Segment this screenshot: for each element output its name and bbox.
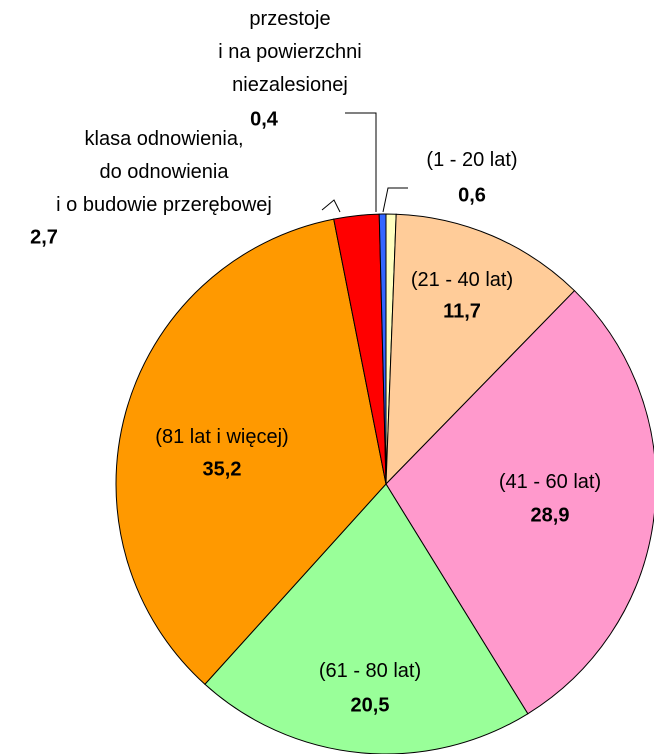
label-line: i na powierzchni bbox=[218, 41, 361, 63]
pie-slice bbox=[378, 213, 387, 485]
label-line: (1 - 20 lat) bbox=[426, 149, 517, 171]
label-line: klasa odnowienia, bbox=[85, 128, 244, 150]
slice-label: przestoje i na powierzchni niezalesionej bbox=[218, 8, 361, 96]
label-line: przestoje bbox=[249, 8, 330, 30]
value-label: 0,6 bbox=[458, 184, 486, 206]
slice-label: (21 - 40 lat) bbox=[411, 269, 513, 291]
pie-slice bbox=[115, 218, 387, 685]
slice-label: (41 - 60 lat) bbox=[499, 471, 601, 493]
slice-label: klasa odnowienia, do odnowienia i o budowi… bbox=[56, 128, 272, 216]
value-label: 0,4 bbox=[250, 108, 279, 130]
value-label: 11,7 bbox=[443, 300, 481, 322]
leader-line bbox=[321, 199, 341, 213]
pie-slice bbox=[204, 483, 529, 754]
value-label: 20,5 bbox=[351, 694, 390, 716]
value-label: 28,9 bbox=[531, 504, 570, 526]
slice-label: (81 lat i więcej) bbox=[155, 426, 288, 448]
label-line: do odnowienia bbox=[100, 161, 230, 183]
label-line: niezalesionej bbox=[232, 74, 348, 96]
pie-slice bbox=[385, 289, 654, 715]
leader-line bbox=[382, 187, 408, 213]
pie-slice bbox=[385, 213, 576, 486]
slice-label: (61 - 80 lat) bbox=[319, 660, 421, 682]
label-line: (61 - 80 lat) bbox=[319, 660, 421, 682]
label-line: (21 - 40 lat) bbox=[411, 269, 513, 291]
value-label: 2,7 bbox=[30, 226, 58, 248]
value-label: 35,2 bbox=[203, 458, 242, 480]
label-line: (41 - 60 lat) bbox=[499, 471, 601, 493]
label-line: i o budowie przerębowej bbox=[56, 194, 272, 216]
label-line: (81 lat i więcej) bbox=[155, 426, 288, 448]
leader-line bbox=[345, 112, 377, 212]
slice-label: (1 - 20 lat) bbox=[426, 149, 517, 171]
